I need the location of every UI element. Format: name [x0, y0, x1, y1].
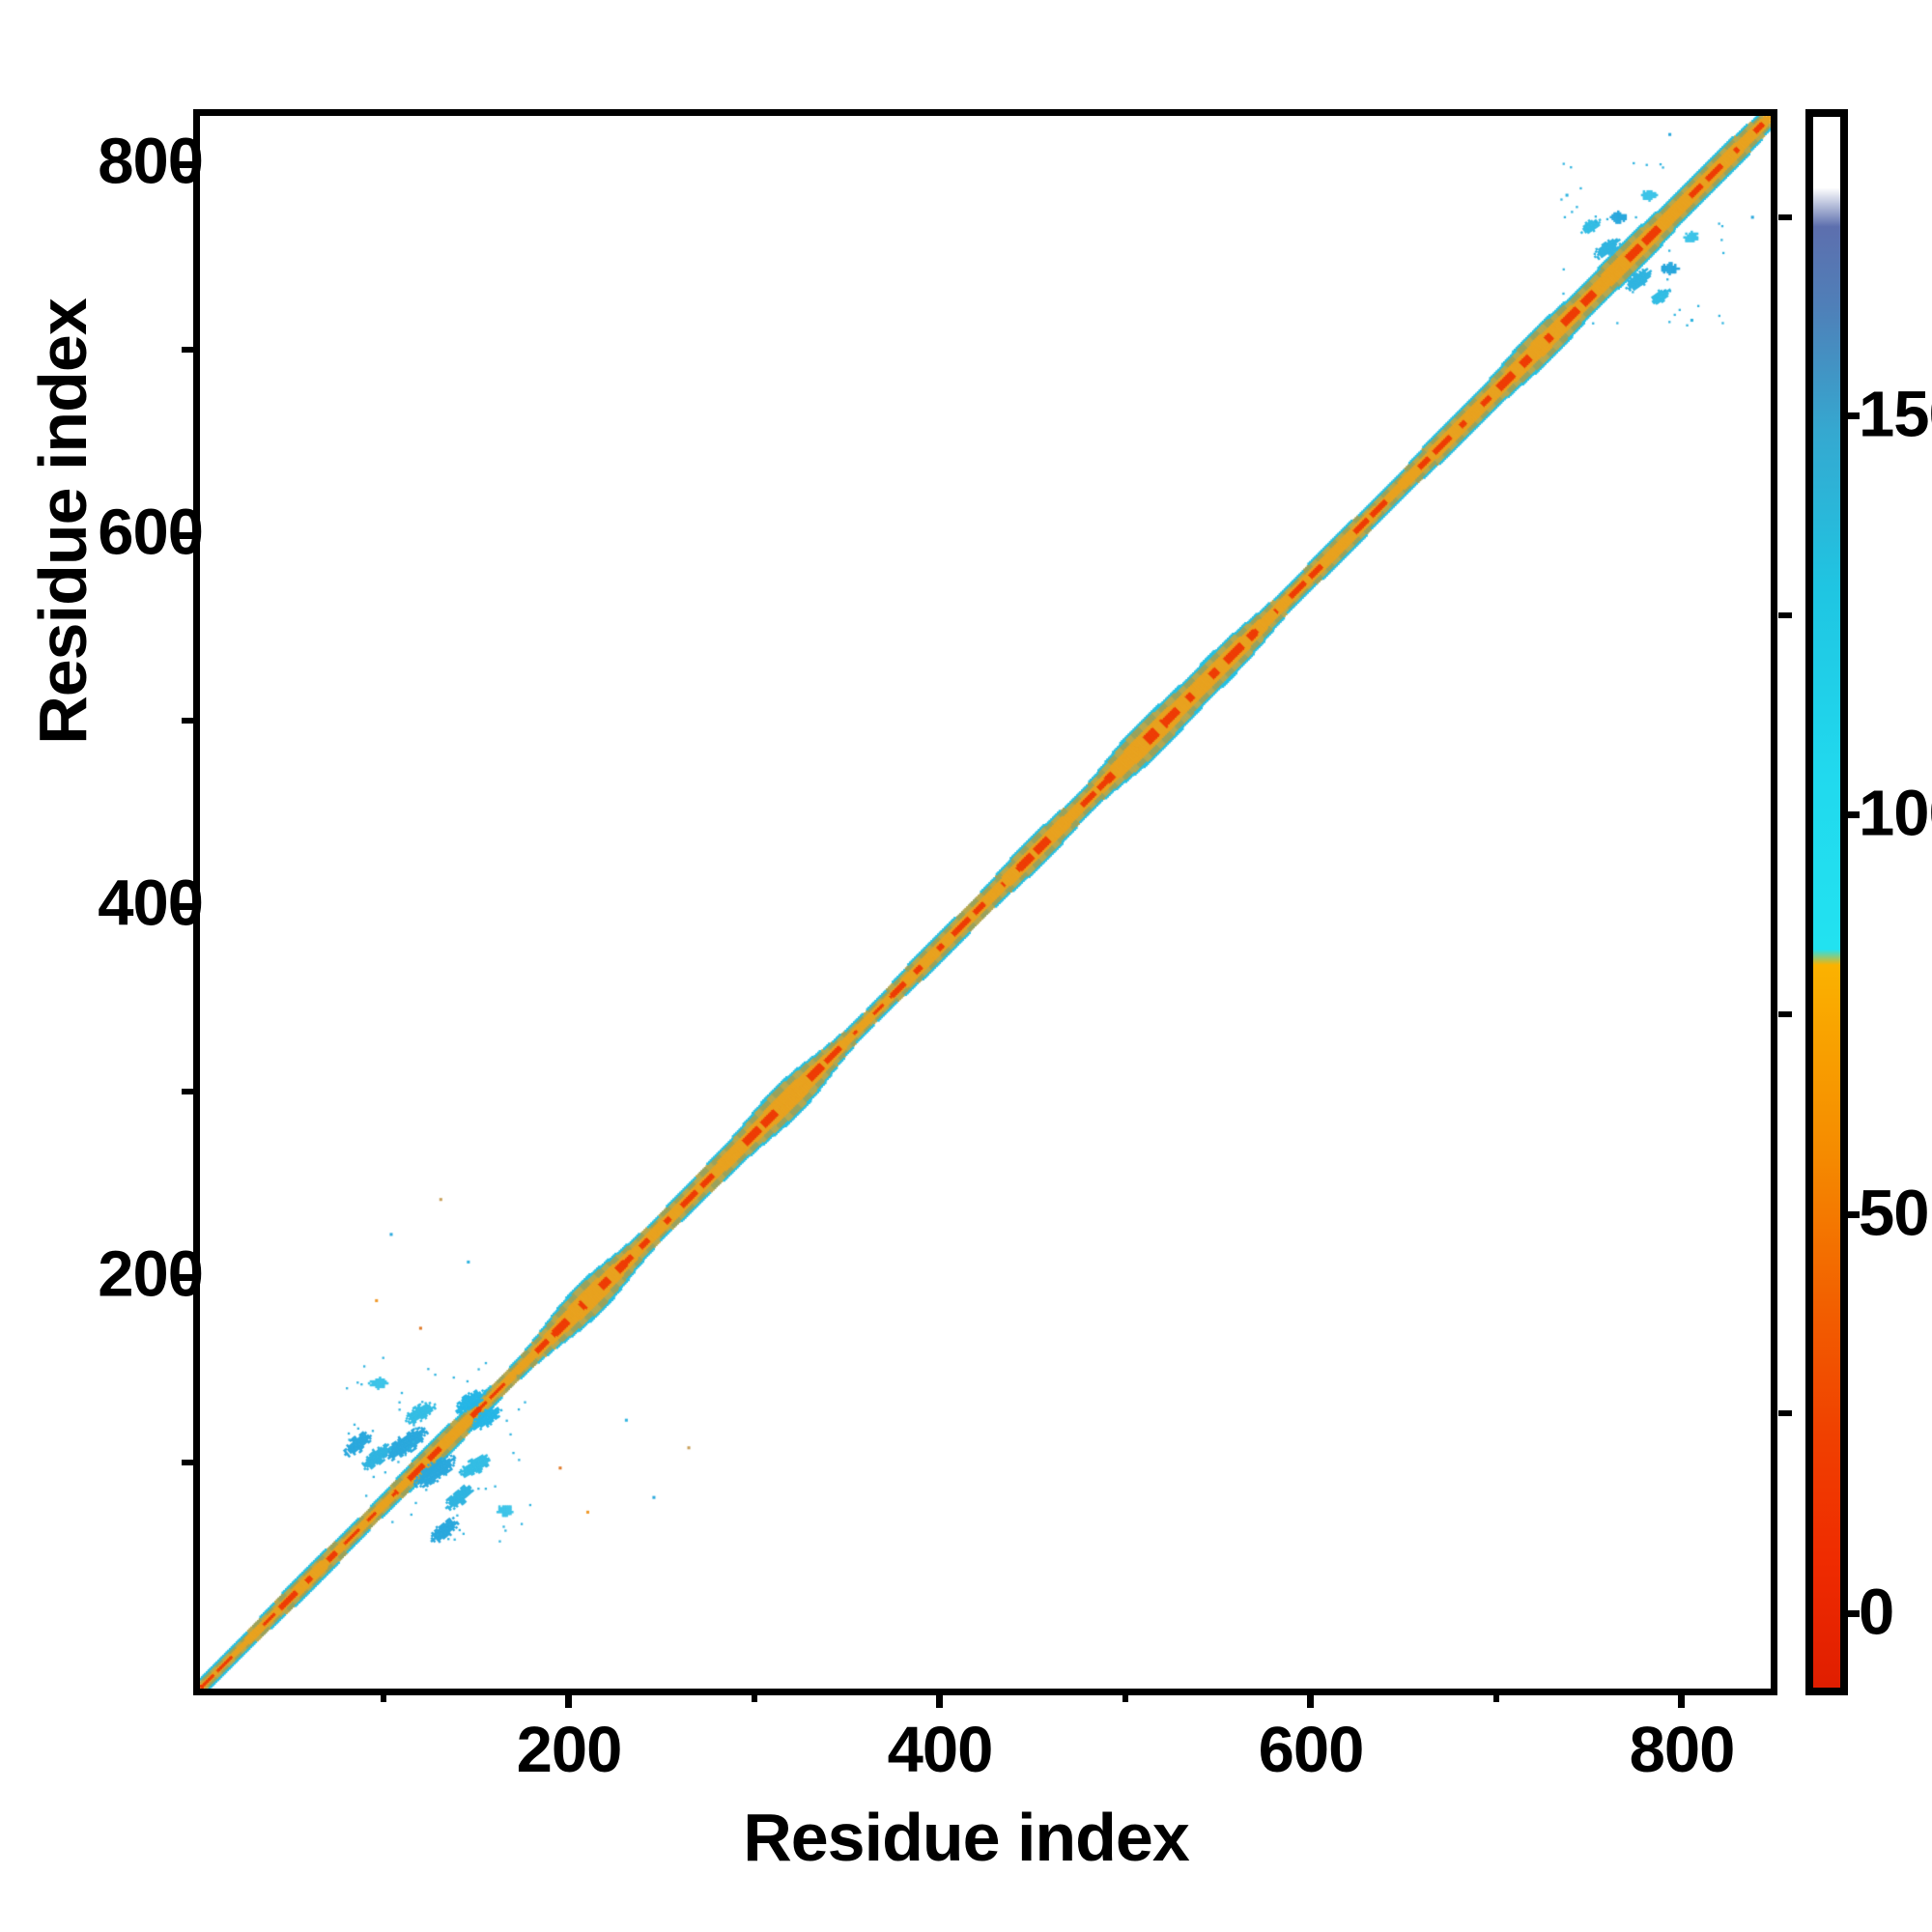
colorbar-label-100: 100	[1859, 777, 1932, 850]
y-tick-200	[176, 1274, 195, 1281]
x-minor-tick-300	[752, 1689, 757, 1702]
x-minor-tick-500	[1122, 1689, 1128, 1702]
colorbar-label-150: 150	[1859, 378, 1932, 451]
x-tick-600	[1307, 1689, 1314, 1708]
x-tick-label-600: 600	[1258, 1714, 1365, 1786]
colorbar-outer-tick-4	[1778, 1410, 1792, 1416]
y-tick-label-600: 600	[98, 496, 204, 569]
y-minor-tick-700	[182, 347, 195, 353]
colorbar-tick-0	[1843, 1610, 1860, 1617]
x-tick-label-400: 400	[887, 1714, 994, 1786]
x-tick-label-200: 200	[516, 1714, 623, 1786]
y-minor-tick-500	[182, 718, 195, 724]
y-minor-tick-300	[182, 1089, 195, 1094]
x-axis-title: Residue index	[743, 1800, 1190, 1875]
y-tick-label-800: 800	[98, 125, 204, 198]
contact-map-canvas	[200, 116, 1771, 1689]
x-tick-400	[936, 1689, 943, 1708]
colorbar-label-50: 50	[1859, 1177, 1930, 1250]
x-tick-200	[565, 1689, 572, 1708]
colorbar-tick-50	[1843, 1211, 1860, 1218]
colorbar[interactable]	[1805, 109, 1848, 1695]
y-axis-title: Residue index	[25, 298, 100, 745]
y-tick-400	[176, 903, 195, 910]
x-minor-tick-700	[1493, 1689, 1499, 1702]
y-minor-tick-100	[182, 1460, 195, 1465]
colorbar-tick-100	[1843, 811, 1860, 818]
plot-area[interactable]	[193, 109, 1777, 1695]
colorbar-gradient	[1813, 117, 1840, 1688]
colorbar-outer-tick-1	[1778, 214, 1792, 220]
x-tick-800	[1678, 1689, 1685, 1708]
colorbar-outer-tick-3	[1778, 1011, 1792, 1017]
y-tick-600	[176, 532, 195, 539]
colorbar-tick-150	[1843, 412, 1860, 419]
x-minor-tick-100	[381, 1689, 386, 1702]
colorbar-label-0: 0	[1859, 1576, 1894, 1649]
y-tick-label-400: 400	[98, 867, 204, 940]
x-tick-label-800: 800	[1629, 1714, 1736, 1786]
y-tick-label-200: 200	[98, 1237, 204, 1311]
colorbar-outer-tick-2	[1778, 612, 1792, 618]
y-tick-800	[176, 161, 195, 168]
